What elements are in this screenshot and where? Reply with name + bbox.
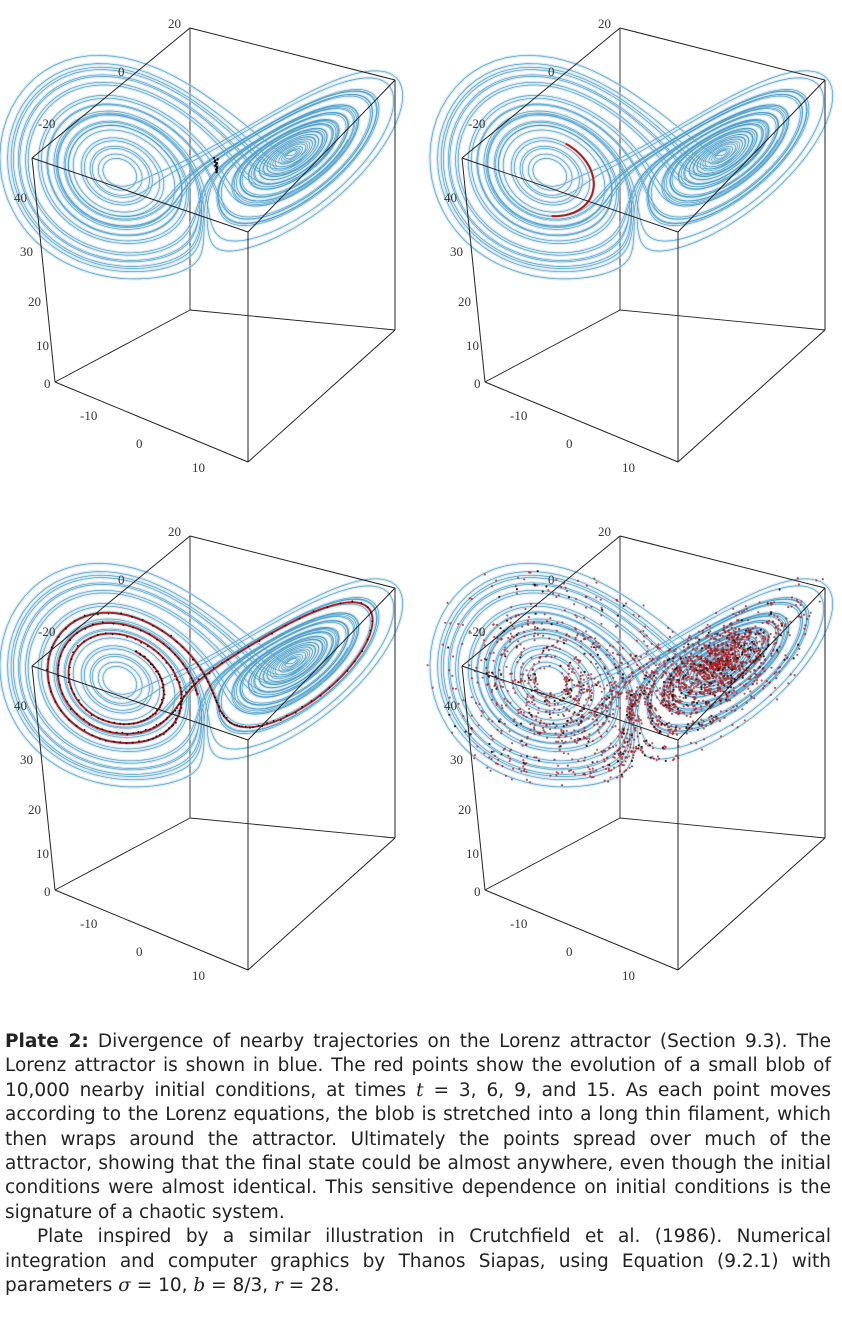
tick-label-left: 0 xyxy=(474,884,481,899)
tick-label-left: 30 xyxy=(450,244,463,259)
attractor-plot: 20 0 -20 40 30 20 10 0 -10 0 10 xyxy=(428,16,835,475)
tick-label-top: 0 xyxy=(118,64,125,79)
tick-label-left: 40 xyxy=(14,190,27,205)
caption-text-2: Plate inspired by a similar illustration… xyxy=(5,1226,831,1297)
lorenz-attractor xyxy=(0,53,405,281)
panel-t15: 20 0 -20 40 30 20 10 0 -10 0 10 xyxy=(426,518,842,983)
tick-label-left: 10 xyxy=(466,338,479,353)
tick-label-bottom: 0 xyxy=(566,944,573,959)
tick-label-bottom: 10 xyxy=(622,460,635,475)
tick-label-left: 20 xyxy=(28,802,41,817)
caption-paragraph-2: Plate inspired by a similar illustration… xyxy=(5,1225,831,1298)
panel-t9: 20 0 -20 40 30 20 10 0 -10 0 10 xyxy=(0,518,420,983)
tick-label-left: 10 xyxy=(36,338,49,353)
tick-label-bottom: 0 xyxy=(566,436,573,451)
tick-label-bottom: 10 xyxy=(192,460,205,475)
tick-label-bottom: -10 xyxy=(80,408,97,423)
tick-label-top: -20 xyxy=(468,116,485,131)
b-value: = 8/3, xyxy=(205,1275,275,1297)
tick-label-bottom: -10 xyxy=(510,408,527,423)
tick-label-top: 0 xyxy=(548,572,555,587)
lorenz-attractor xyxy=(428,53,835,281)
tick-label-top: 20 xyxy=(598,16,611,31)
tick-label-left: 10 xyxy=(36,846,49,861)
tick-label-top: 20 xyxy=(598,524,611,539)
tick-label-left: 0 xyxy=(44,376,51,391)
box-front-edges xyxy=(461,27,826,463)
tick-label-left: 0 xyxy=(474,376,481,391)
tick-label-bottom: -10 xyxy=(80,916,97,931)
tick-label-top: 0 xyxy=(548,64,555,79)
tick-label-left: 40 xyxy=(444,190,457,205)
tick-label-left: 30 xyxy=(450,752,463,767)
plate-label: Plate 2: xyxy=(5,1031,89,1052)
b-symbol: b xyxy=(193,1275,206,1297)
box-front-edges xyxy=(31,27,396,463)
tick-label-left: 20 xyxy=(458,802,471,817)
tick-label-top: -20 xyxy=(38,624,55,639)
tick-label-bottom: 10 xyxy=(192,968,205,983)
tick-label-bottom: 10 xyxy=(622,968,635,983)
red-blob xyxy=(426,570,824,787)
red-blob xyxy=(551,142,595,218)
tick-label-left: 40 xyxy=(444,698,457,713)
caption-text-1b: = 3, 6, 9, and 15. As each point moves a… xyxy=(5,1079,831,1223)
caption-text-1: Divergence of nearby trajectories on the… xyxy=(5,1031,831,1101)
tick-label-left: 0 xyxy=(44,884,51,899)
tick-label-bottom: 0 xyxy=(136,944,143,959)
red-blob xyxy=(212,156,219,174)
tick-label-left: 40 xyxy=(14,698,27,713)
tick-label-top: -20 xyxy=(38,116,55,131)
t-symbol: t xyxy=(416,1079,424,1101)
attractor-plot: 20 0 -20 40 30 20 10 0 -10 0 10 xyxy=(0,16,405,475)
tick-label-top: -20 xyxy=(468,624,485,639)
figure-caption: Plate 2: Divergence of nearby trajectori… xyxy=(5,1030,831,1298)
attractor-plot: 20 0 -20 40 30 20 10 0 -10 0 10 xyxy=(426,524,835,983)
attractor-plot: 20 0 -20 40 30 20 10 0 -10 0 10 xyxy=(0,524,405,983)
box-front-edges xyxy=(31,535,396,971)
caption-paragraph-1: Plate 2: Divergence of nearby trajectori… xyxy=(5,1030,831,1225)
tick-label-left: 30 xyxy=(20,752,33,767)
panel-t6: 20 0 -20 40 30 20 10 0 -10 0 10 xyxy=(428,10,842,475)
r-value: = 28. xyxy=(282,1275,340,1297)
tick-label-left: 30 xyxy=(20,244,33,259)
tick-label-bottom: 0 xyxy=(136,436,143,451)
panel-t3: 20 0 -20 40 30 20 10 0 -10 0 10 xyxy=(0,10,420,475)
tick-label-top: 20 xyxy=(168,16,181,31)
sigma-value: = 10, xyxy=(130,1275,194,1297)
tick-label-top: 0 xyxy=(118,572,125,587)
r-symbol: r xyxy=(274,1275,283,1297)
tick-label-left: 20 xyxy=(28,294,41,309)
tick-label-bottom: -10 xyxy=(510,916,527,931)
tick-label-top: 20 xyxy=(168,524,181,539)
tick-label-left: 20 xyxy=(458,294,471,309)
lorenz-attractor xyxy=(428,561,835,789)
box-front-edges xyxy=(461,535,826,971)
red-blob xyxy=(46,600,374,745)
sigma-symbol: σ xyxy=(118,1275,131,1297)
tick-label-left: 10 xyxy=(466,846,479,861)
